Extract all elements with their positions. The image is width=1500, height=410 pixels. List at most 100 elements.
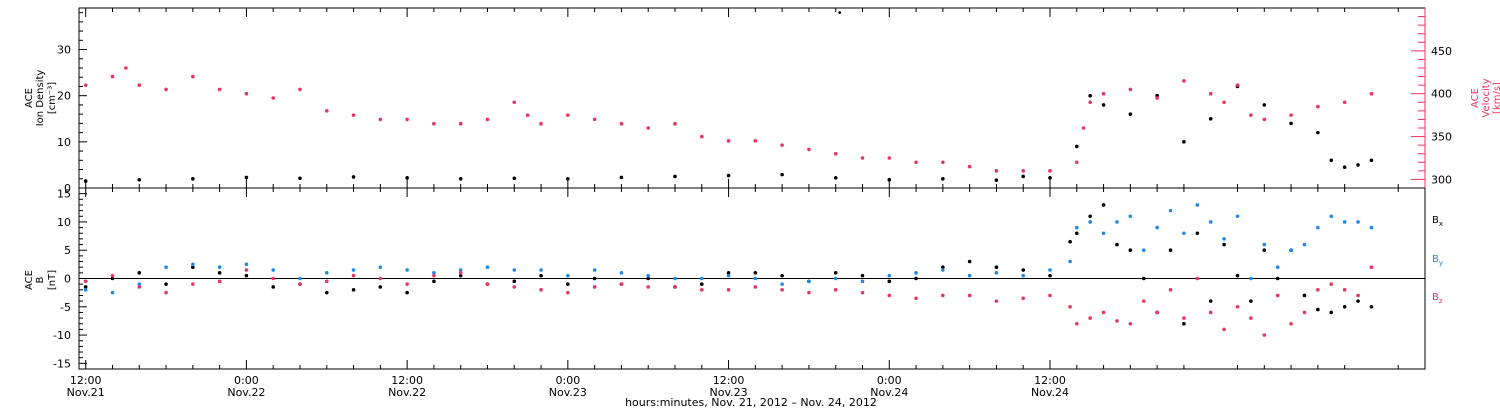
point-ion-density xyxy=(1048,176,1052,180)
point-by xyxy=(1316,225,1320,230)
point-velocity xyxy=(646,126,651,130)
bottom-ytick-label: 10 xyxy=(57,216,71,229)
point-bx xyxy=(699,282,704,286)
top-right-ylabel-line1: ACE xyxy=(1470,88,1481,108)
point-ion-density xyxy=(887,177,892,182)
point-bx xyxy=(941,265,945,269)
point-bz xyxy=(1195,276,1200,281)
point-ion-density xyxy=(1342,165,1347,170)
point-by xyxy=(1155,225,1159,230)
point-velocity xyxy=(485,117,490,122)
point-by xyxy=(807,279,811,284)
point-velocity xyxy=(124,66,128,70)
point-velocity xyxy=(1074,160,1079,165)
point-velocity xyxy=(458,121,463,126)
point-by xyxy=(1342,220,1347,224)
point-velocity xyxy=(592,117,597,122)
point-by xyxy=(83,288,88,292)
point-ion-density xyxy=(512,176,517,181)
point-bx xyxy=(1316,307,1320,312)
point-ion-density xyxy=(1289,121,1293,126)
point-bz xyxy=(351,273,356,278)
point-by xyxy=(217,265,222,269)
point-velocity xyxy=(941,160,945,165)
point-bz xyxy=(1329,282,1334,286)
point-bx xyxy=(1182,321,1186,326)
point-ion-density xyxy=(1329,158,1334,163)
point-bx xyxy=(753,271,758,275)
point-velocity xyxy=(110,74,115,79)
x-axis-label: hours:minutes, Nov. 21, 2012 – Nov. 24, … xyxy=(625,396,877,409)
point-velocity xyxy=(619,121,624,126)
point-by xyxy=(1195,203,1200,207)
point-by xyxy=(833,276,838,281)
point-bz xyxy=(1088,316,1092,320)
xtick-time-label: 0:00 xyxy=(555,374,580,387)
point-velocity xyxy=(1155,96,1159,100)
point-velocity xyxy=(1289,113,1293,117)
point-by xyxy=(967,273,972,278)
point-velocity xyxy=(378,117,383,122)
xtick-date-label: Nov.23 xyxy=(710,386,748,399)
point-bz xyxy=(1101,310,1106,315)
point-by xyxy=(1068,259,1072,264)
point-by xyxy=(432,271,436,275)
point-ion-density xyxy=(1208,116,1213,121)
point-bz xyxy=(378,276,383,281)
point-bx xyxy=(512,279,517,284)
point-bz xyxy=(1342,288,1347,292)
point-by xyxy=(1249,276,1253,281)
point-by xyxy=(485,265,490,269)
bottom-left-ylabel-line2: B xyxy=(35,276,46,283)
point-bx xyxy=(1101,203,1106,207)
point-by xyxy=(887,273,892,278)
point-by xyxy=(191,262,195,267)
point-bx xyxy=(1356,299,1360,303)
point-velocity xyxy=(244,91,249,96)
xtick-time-label: 12:00 xyxy=(713,374,745,387)
point-velocity xyxy=(1088,100,1092,105)
point-bx xyxy=(378,285,383,289)
point-bz xyxy=(405,282,409,286)
point-bx xyxy=(887,279,892,284)
point-by xyxy=(1329,214,1334,219)
point-bx xyxy=(110,276,115,281)
point-by xyxy=(512,268,517,272)
point-by xyxy=(1048,268,1052,272)
point-by xyxy=(619,271,624,275)
point-bz xyxy=(833,288,838,292)
point-bx xyxy=(1168,248,1173,253)
point-by xyxy=(1222,237,1226,241)
xtick-time-label: 12:00 xyxy=(70,374,102,387)
point-bz xyxy=(619,282,624,286)
point-bx xyxy=(860,273,865,278)
point-by xyxy=(110,290,115,295)
point-bz xyxy=(1141,299,1146,303)
point-bz xyxy=(646,285,651,289)
point-bz xyxy=(298,282,302,286)
point-bz xyxy=(887,293,892,298)
point-velocity xyxy=(1048,169,1052,173)
xtick-date-label: Nov.24 xyxy=(870,386,908,399)
point-bx xyxy=(1222,242,1226,247)
point-ion-density xyxy=(1262,103,1267,107)
point-velocity xyxy=(1208,91,1213,96)
point-bz xyxy=(1168,288,1173,292)
point-by xyxy=(1141,248,1146,253)
top-left-ylabel-line1: ACE xyxy=(24,88,35,108)
point-by xyxy=(592,268,597,272)
point-bx xyxy=(646,276,651,281)
point-by xyxy=(539,268,543,272)
point-bz xyxy=(1021,296,1026,301)
point-bz xyxy=(458,271,463,275)
point-bx xyxy=(271,285,275,289)
point-bz xyxy=(1262,333,1267,337)
point-velocity xyxy=(1369,91,1374,96)
xtick-time-label: 0:00 xyxy=(877,374,902,387)
point-bx xyxy=(83,285,88,289)
point-bz xyxy=(217,279,222,284)
point-bx xyxy=(405,290,409,295)
point-ion-density xyxy=(1316,130,1320,135)
point-bz xyxy=(807,290,811,295)
point-by xyxy=(994,271,999,275)
